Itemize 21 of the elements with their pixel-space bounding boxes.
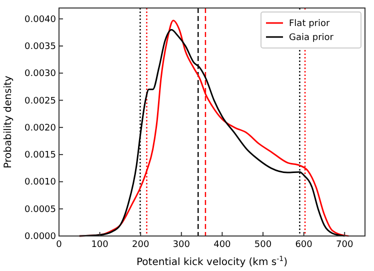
legend-label: Flat prior	[289, 19, 330, 29]
x-tick-label: 100	[91, 240, 109, 250]
y-tick-label: 0.0005	[24, 204, 56, 215]
y-tick-label: 0.0000	[24, 232, 56, 242]
x-tick-label: 200	[132, 240, 150, 250]
y-tick-label: 0.0040	[24, 14, 56, 25]
y-tick-label: 0.0030	[24, 69, 56, 80]
y-axis-title: Probability density	[3, 76, 14, 168]
x-tick-label: 400	[214, 240, 232, 250]
legend-label: Gaia prior	[289, 33, 334, 43]
x-tick-label: 700	[336, 240, 354, 250]
y-tick-label: 0.0015	[24, 150, 56, 161]
x-tick-label: 0	[56, 240, 62, 250]
x-tick-label: 300	[172, 240, 190, 250]
y-tick-label: 0.0025	[24, 96, 56, 106]
y-tick-label: 0.0035	[24, 42, 56, 52]
y-tick-label: 0.0010	[24, 178, 56, 188]
x-tick-label: 500	[254, 240, 272, 250]
x-tick-label: 600	[295, 240, 313, 250]
y-tick-label: 0.0020	[24, 123, 56, 134]
x-axis-title: Potential kick velocity (km s$^{-1}$)	[136, 255, 288, 268]
